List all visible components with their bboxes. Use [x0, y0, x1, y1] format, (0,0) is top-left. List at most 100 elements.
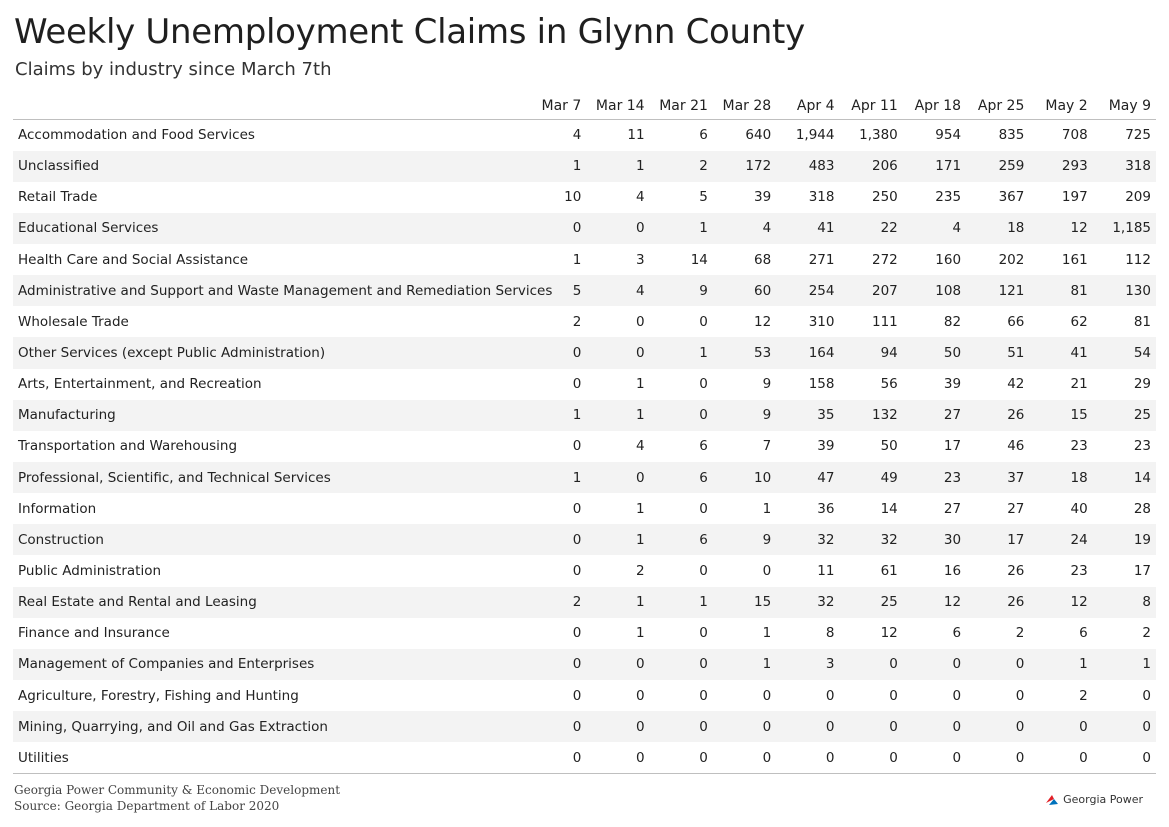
claims-value-cell: 17 — [1007, 531, 1025, 548]
claims-value-cell: 0 — [1015, 656, 1025, 673]
claims-value-cell: 26 — [1007, 407, 1025, 424]
table-row: Real Estate and Rental and Leasing 2 1 1 15 3… — [13, 586, 1156, 618]
claims-value-cell: 28 — [1133, 500, 1151, 517]
claims-value-cell: 271 — [808, 251, 835, 268]
claims-value-cell: 132 — [872, 407, 898, 424]
claims-value-cell: 483 — [808, 158, 835, 175]
claims-value-cell: 50 — [943, 345, 962, 362]
table-row: Finance and Insurance 0 1 0 1 8 12 6 2 6 2 — [13, 618, 1156, 649]
table-row: Management of Companies and Enterprises 0… — [13, 648, 1156, 681]
chart-subtitle: Claims by industry since March 7th — [15, 59, 332, 80]
claims-value-cell: 0 — [572, 220, 582, 237]
claims-value-cell: 36 — [817, 500, 835, 517]
claims-value-cell: 56 — [880, 376, 898, 393]
claims-value-cell: 16 — [943, 563, 962, 580]
claims-value-cell: 1 — [699, 594, 708, 611]
claims-value-cell: 293 — [1061, 158, 1088, 175]
claims-value-cell: 9 — [762, 531, 772, 548]
claims-value-cell: 1 — [699, 220, 708, 237]
claims-value-cell: 19 — [1133, 531, 1151, 548]
claims-value-cell: 250 — [872, 189, 898, 206]
claims-value-cell: 2 — [636, 563, 645, 580]
claims-value-cell: 5 — [572, 282, 582, 299]
claims-value-cell: 0 — [636, 345, 645, 362]
column-header: Mar 14 — [586, 92, 650, 120]
claims-value-cell: 35 — [817, 407, 835, 424]
claims-value-cell: 310 — [808, 313, 835, 330]
source-text: Source: Georgia Department of Labor 2020 — [14, 799, 280, 813]
georgia-power-swoosh-icon — [1045, 794, 1059, 806]
claims-value-cell: 0 — [1079, 718, 1088, 735]
industry-label: Other Services (except Public Administra… — [18, 345, 326, 362]
claims-value-cell: 26 — [1007, 563, 1025, 580]
claims-value-cell: 954 — [935, 127, 962, 144]
claims-value-cell: 11 — [817, 563, 835, 580]
claims-value-cell: 1 — [699, 345, 708, 362]
claims-value-cell: 197 — [1061, 189, 1088, 206]
claims-value-cell: 0 — [699, 718, 708, 735]
column-header: Mar 21 — [649, 92, 713, 120]
claims-value-cell: 235 — [935, 189, 962, 206]
claims-value-cell: 0 — [636, 469, 645, 486]
table-row: Educational Services 0 0 1 4 41 22 4 18 12 1,185 — [13, 212, 1156, 245]
claims-value-cell: 0 — [699, 407, 708, 424]
claims-value-cell: 39 — [943, 376, 962, 393]
claims-value-cell: 12 — [754, 313, 772, 330]
column-header: Apr 4 — [776, 92, 840, 120]
claims-value-cell: 6 — [699, 531, 708, 548]
claims-value-cell: 1 — [1142, 656, 1151, 673]
claims-value-cell: 112 — [1125, 251, 1151, 268]
column-header: Mar 28 — [712, 92, 777, 120]
industry-label: Health Care and Social Assistance — [18, 251, 249, 268]
claims-value-cell: 51 — [1007, 345, 1025, 362]
claims-value-cell: 1 — [762, 500, 772, 517]
claims-value-cell: 23 — [1070, 438, 1088, 455]
table-row: Accommodation and Food Services 4 11 6 640 1,… — [13, 120, 1156, 151]
claims-value-cell: 2 — [1142, 625, 1151, 642]
claims-value-cell: 9 — [762, 376, 772, 393]
industry-label: Agriculture, Forestry, Fishing and Hunti… — [18, 687, 299, 704]
claims-value-cell: 54 — [1133, 345, 1151, 362]
claims-value-cell: 0 — [572, 345, 582, 362]
industry-label: Professional, Scientific, and Technical … — [18, 469, 331, 486]
claims-value-cell: 41 — [1070, 345, 1088, 362]
claims-value-cell: 2 — [1015, 625, 1025, 642]
claims-value-cell: 5 — [699, 189, 708, 206]
table-row: Agriculture, Forestry, Fishing and Hunti… — [13, 680, 1156, 711]
column-header: May 9 — [1092, 92, 1156, 120]
table-row: Wholesale Trade 2 0 0 12 310 111 82 66 62 81 — [13, 306, 1156, 337]
claims-value-cell: 0 — [636, 749, 645, 766]
chart-title: Weekly Unemployment Claims in Glynn Coun… — [14, 12, 805, 52]
industry-label: Unclassified — [18, 158, 100, 175]
claims-value-cell: 32 — [817, 594, 835, 611]
claims-value-cell: 0 — [572, 687, 582, 704]
claims-value-cell: 0 — [699, 749, 708, 766]
claims-value-cell: 0 — [1142, 749, 1151, 766]
claims-value-cell: 40 — [1070, 500, 1088, 517]
claims-value-cell: 12 — [1070, 594, 1088, 611]
claims-value-cell: 108 — [935, 282, 962, 299]
claims-value-cell: 10 — [754, 469, 772, 486]
table-row: Arts, Entertainment, and Recreation 0 1 0 9 1… — [13, 369, 1156, 400]
claims-value-cell: 4 — [762, 220, 772, 237]
claims-value-cell: 207 — [872, 282, 898, 299]
claims-value-cell: 0 — [699, 313, 708, 330]
claims-value-cell: 272 — [872, 251, 898, 268]
table-row: Public Administration 0 2 0 0 11 61 16 26 23 17 — [13, 555, 1156, 586]
industry-label: Public Administration — [18, 563, 162, 580]
claims-value-cell: 1 — [636, 625, 645, 642]
claims-value-cell: 23 — [1133, 438, 1151, 455]
table-row: Other Services (except Public Administra… — [13, 337, 1156, 369]
claims-value-cell: 0 — [699, 656, 708, 673]
claims-value-cell: 0 — [572, 563, 582, 580]
claims-value-cell: 0 — [572, 376, 582, 393]
column-header: May 2 — [1029, 92, 1093, 120]
claims-value-cell: 8 — [1142, 594, 1151, 611]
claims-value-cell: 0 — [699, 500, 708, 517]
claims-value-cell: 1 — [1079, 656, 1088, 673]
industry-label: Manufacturing — [18, 407, 116, 424]
claims-value-cell: 17 — [1133, 563, 1151, 580]
claims-value-cell: 111 — [872, 313, 898, 330]
claims-value-cell: 23 — [943, 469, 962, 486]
claims-value-cell: 9 — [762, 407, 772, 424]
